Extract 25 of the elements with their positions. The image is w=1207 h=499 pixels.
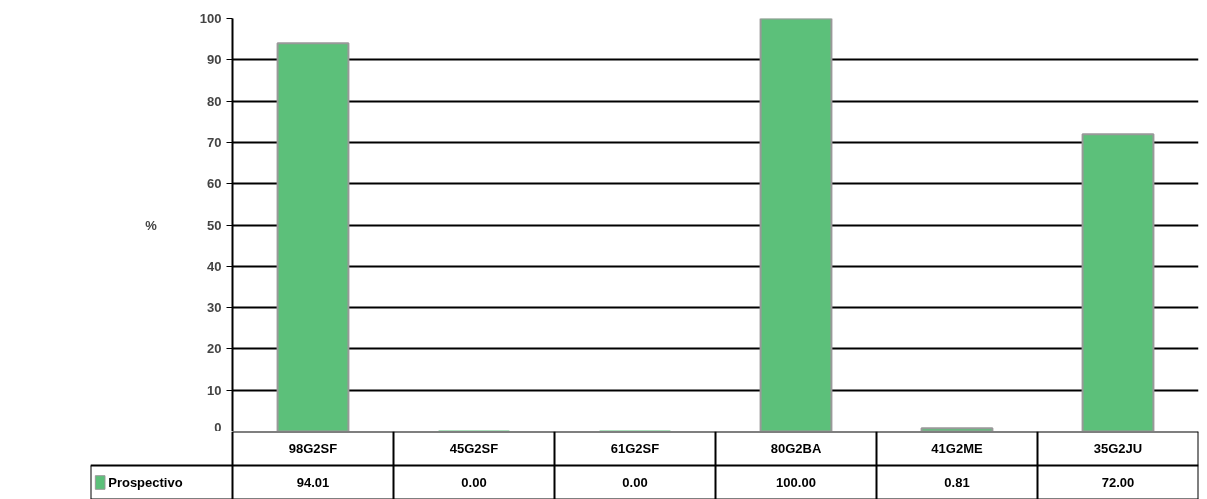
y-tick-label: 100 bbox=[199, 11, 222, 26]
data-label: 0.00 bbox=[622, 475, 648, 490]
x-tick-label: 45G2SF bbox=[449, 441, 499, 456]
x-tick-label: 98G2SF bbox=[288, 441, 338, 456]
data-label: 0.00 bbox=[461, 475, 487, 490]
y-tick-label: 30 bbox=[207, 300, 222, 316]
data-label: 100.00 bbox=[776, 475, 816, 490]
y-tick-label: 20 bbox=[207, 341, 222, 357]
y-tick-label: 80 bbox=[207, 93, 222, 109]
y-tick-label: 70 bbox=[207, 134, 222, 150]
y-tick-label: 0 bbox=[214, 419, 222, 435]
data-label: 0.81 bbox=[944, 475, 970, 490]
x-tick-label: 80G2BA bbox=[770, 441, 822, 456]
y-tick-label: 60 bbox=[207, 176, 222, 192]
y-tick-label: 90 bbox=[207, 52, 222, 68]
x-tick-label: 35G2JU bbox=[1093, 441, 1143, 456]
legend-label: Prospectivo bbox=[108, 475, 183, 490]
x-tick-label: 41G2ME bbox=[931, 441, 983, 456]
data-label: 72.00 bbox=[1101, 475, 1135, 490]
x-tick-label: 61G2SF bbox=[610, 441, 660, 456]
y-tick-label: 50 bbox=[207, 217, 222, 233]
y-axis-title: % bbox=[145, 217, 158, 233]
y-tick-label: 10 bbox=[207, 382, 222, 398]
y-tick-label: 40 bbox=[207, 258, 222, 274]
data-label: 94.01 bbox=[296, 475, 330, 490]
